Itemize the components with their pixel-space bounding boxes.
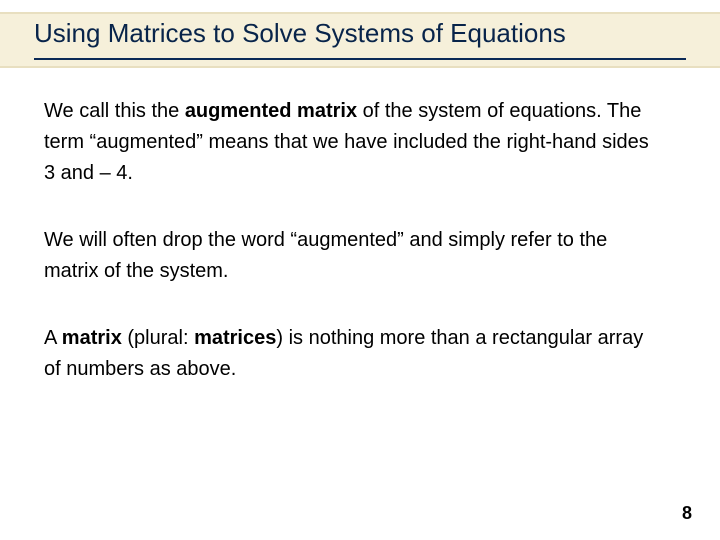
slide-title: Using Matrices to Solve Systems of Equat…	[34, 18, 686, 55]
slide-body: We call this the augmented matrix of the…	[44, 96, 660, 421]
paragraph-2: We will often drop the word “augmented” …	[44, 225, 660, 287]
text: We call this the	[44, 100, 185, 122]
bold-text: augmented matrix	[185, 100, 357, 122]
text: We will often drop the word “augmented” …	[44, 229, 607, 282]
bold-text: matrices	[194, 327, 276, 349]
title-underline	[34, 58, 686, 60]
paragraph-1: We call this the augmented matrix of the…	[44, 96, 660, 189]
text: A	[44, 327, 62, 349]
paragraph-3: A matrix (plural: matrices) is nothing m…	[44, 323, 660, 385]
text: (plural:	[122, 327, 194, 349]
slide: Using Matrices to Solve Systems of Equat…	[0, 0, 720, 540]
bold-text: matrix	[62, 327, 122, 349]
page-number: 8	[682, 503, 692, 524]
